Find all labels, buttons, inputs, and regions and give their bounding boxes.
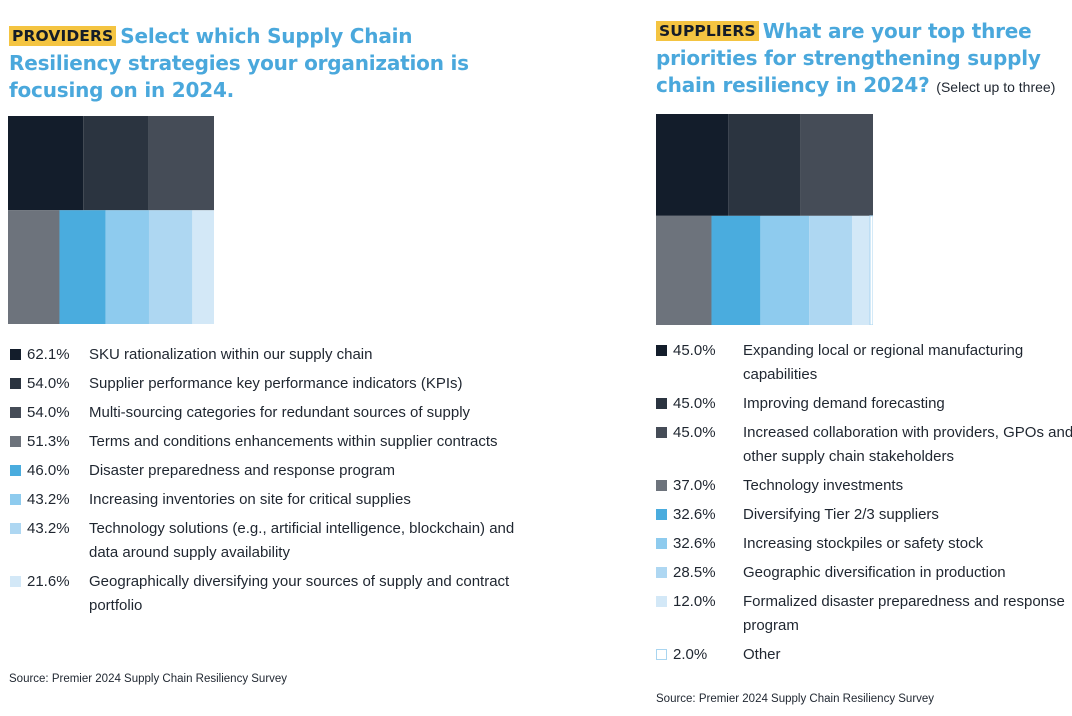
suppliers-legend-swatch: [656, 345, 667, 356]
suppliers-legend-item: 12.0% Formalized disaster preparedness an…: [656, 590, 1072, 638]
suppliers-treemap: [656, 114, 873, 325]
suppliers-legend-swatch: [656, 596, 667, 607]
suppliers-legend-item: 32.6% Increasing stockpiles or safety sto…: [656, 532, 1072, 556]
providers-legend-item: 54.0% Supplier performance key performanc…: [10, 372, 520, 396]
providers-legend-label: Increasing inventories on site for criti…: [89, 491, 411, 508]
providers-legend-label: SKU rationalization within our supply ch…: [89, 346, 373, 363]
suppliers-tile-9: [869, 215, 873, 325]
suppliers-legend-item: 2.0% Other: [656, 643, 1072, 667]
providers-legend-label: Technology solutions (e.g., artificial i…: [89, 520, 515, 561]
providers-legend-label: Multi-sourcing categories for redundant …: [89, 404, 471, 421]
suppliers-legend-label: Increased collaboration with providers, …: [743, 424, 1072, 465]
providers-legend-value: 62.1%: [27, 346, 70, 363]
suppliers-source: Source: Premier 2024 Supply Chain Resili…: [656, 693, 935, 705]
providers-tag: PROVIDERS: [9, 26, 117, 46]
providers-legend-item: 51.3% Terms and conditions enhancements w…: [10, 430, 520, 454]
suppliers-legend-item: 37.0% Technology investments: [656, 474, 1072, 498]
suppliers-legend-swatch: [656, 398, 667, 409]
providers-legend-item: 43.2% Technology solutions (e.g., artific…: [10, 517, 520, 565]
suppliers-legend-swatch: [656, 480, 667, 491]
providers-legend-item: 43.2% Increasing inventories on site for …: [10, 488, 520, 512]
suppliers-legend-item: 28.5% Geographic diversification in produ…: [656, 561, 1072, 585]
providers-legend: 62.1% SKU rationalization within our supp…: [10, 343, 520, 623]
providers-heading: PROVIDERS Select which Supply Chain Resil…: [9, 23, 509, 104]
providers-legend-value: 51.3%: [27, 433, 70, 450]
providers-tile-7: [148, 210, 193, 324]
providers-legend-item: 54.0% Multi-sourcing categories for redun…: [10, 401, 520, 425]
suppliers-title-note: (Select up to three): [936, 79, 1056, 95]
suppliers-legend-label: Expanding local or regional manufacturin…: [743, 342, 1024, 383]
suppliers-legend-label: Increasing stockpiles or safety stock: [743, 535, 984, 552]
providers-treemap: [8, 116, 214, 324]
providers-legend-swatch: [10, 378, 21, 389]
providers-tile-6: [105, 210, 149, 324]
suppliers-legend-value: 37.0%: [673, 477, 716, 494]
providers-legend-value: 54.0%: [27, 404, 70, 421]
providers-legend-value: 43.2%: [27, 520, 70, 537]
suppliers-legend-label: Improving demand forecasting: [743, 395, 945, 412]
providers-legend-value: 46.0%: [27, 462, 70, 479]
suppliers-legend-value: 45.0%: [673, 395, 716, 412]
suppliers-legend-swatch: [656, 509, 667, 520]
providers-legend-swatch: [10, 523, 21, 534]
suppliers-legend-value: 45.0%: [673, 424, 716, 441]
suppliers-legend-label: Formalized disaster preparedness and res…: [743, 593, 1065, 634]
providers-tile-5: [59, 210, 106, 324]
suppliers-tile-2: [728, 114, 801, 216]
suppliers-legend-swatch: [656, 538, 667, 549]
providers-tile-2: [83, 116, 149, 211]
providers-legend-swatch: [10, 465, 21, 476]
suppliers-legend-value: 32.6%: [673, 535, 716, 552]
providers-legend-label: Terms and conditions enhancements within…: [89, 433, 498, 450]
providers-legend-item: 21.6% Geographically diversifying your so…: [10, 570, 520, 618]
providers-tile-1: [8, 116, 84, 211]
suppliers-legend-swatch: [656, 567, 667, 578]
providers-legend-item: 62.1% SKU rationalization within our supp…: [10, 343, 520, 367]
suppliers-tile-8: [852, 215, 871, 325]
providers-legend-swatch: [10, 494, 21, 505]
providers-legend-label: Supplier performance key performance ind…: [89, 375, 463, 392]
suppliers-legend-item: 32.6% Diversifying Tier 2/3 suppliers: [656, 503, 1072, 527]
suppliers-legend-item: 45.0% Increased collaboration with provid…: [656, 421, 1072, 469]
suppliers-heading: SUPPLIERS What are your top three priorit…: [656, 18, 1072, 101]
suppliers-title: What are your top three priorities for s…: [656, 19, 1041, 97]
providers-title: Select which Supply Chain Resiliency str…: [9, 24, 469, 102]
providers-legend-swatch: [10, 407, 21, 418]
providers-legend-swatch: [10, 436, 21, 447]
suppliers-legend-value: 28.5%: [673, 564, 716, 581]
providers-tile-3: [148, 116, 214, 211]
providers-legend-value: 54.0%: [27, 375, 70, 392]
suppliers-tile-6: [760, 215, 810, 325]
providers-legend-value: 21.6%: [27, 573, 70, 590]
suppliers-legend-value: 45.0%: [673, 342, 716, 359]
providers-legend-swatch: [10, 576, 21, 587]
suppliers-legend-label: Technology investments: [743, 477, 904, 494]
suppliers-legend: 45.0% Expanding local or regional manufac…: [656, 339, 1072, 672]
suppliers-legend-value: 2.0%: [673, 646, 708, 663]
suppliers-tile-3: [800, 114, 873, 216]
suppliers-legend-label: Diversifying Tier 2/3 suppliers: [743, 506, 939, 523]
suppliers-tag: SUPPLIERS: [656, 21, 759, 41]
suppliers-legend-label: Geographic diversification in production: [743, 564, 1006, 581]
providers-tile-4: [8, 210, 60, 324]
providers-legend-label: Disaster preparedness and response progr…: [89, 462, 395, 479]
suppliers-tile-1: [656, 114, 729, 216]
providers-legend-swatch: [10, 349, 21, 360]
suppliers-legend-value: 12.0%: [673, 593, 716, 610]
suppliers-tile-7: [809, 215, 853, 325]
suppliers-legend-swatch: [656, 649, 667, 660]
providers-tile-8: [192, 210, 214, 324]
suppliers-legend-value: 32.6%: [673, 506, 716, 523]
providers-source: Source: Premier 2024 Supply Chain Resili…: [9, 673, 288, 685]
providers-legend-label: Geographically diversifying your sources…: [89, 573, 510, 614]
suppliers-tile-4: [656, 215, 712, 325]
suppliers-legend-item: 45.0% Expanding local or regional manufac…: [656, 339, 1072, 387]
providers-legend-value: 43.2%: [27, 491, 70, 508]
providers-legend-item: 46.0% Disaster preparedness and response …: [10, 459, 520, 483]
suppliers-tile-5: [711, 215, 761, 325]
suppliers-legend-swatch: [656, 427, 667, 438]
suppliers-legend-label: Other: [743, 646, 781, 663]
suppliers-legend-item: 45.0% Improving demand forecasting: [656, 392, 1072, 416]
